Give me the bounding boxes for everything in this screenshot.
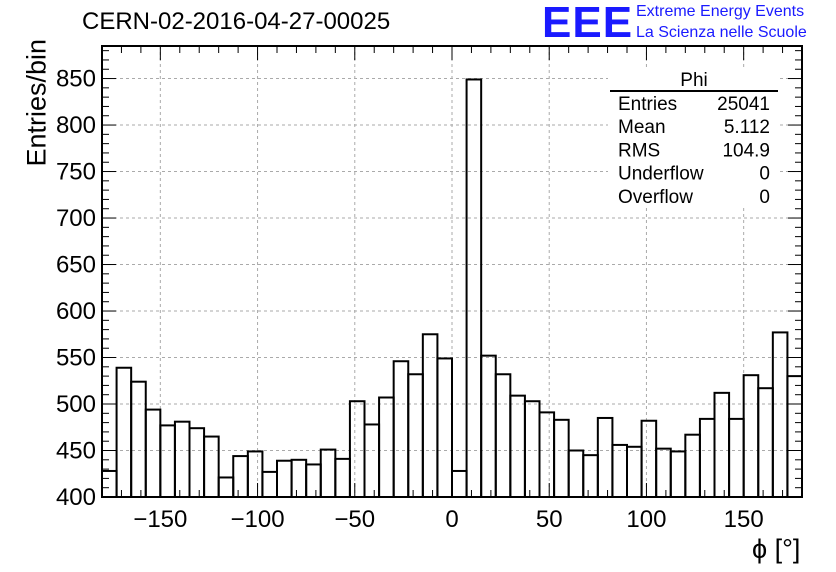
y-axis-ticks: 400 450 500 550 600 650 700 750 800 850 [56,50,802,511]
y-tick-label: 700 [56,205,96,232]
histogram-bin [173,420,191,498]
histogram-bin [596,416,614,499]
x-tick-label: −150 [133,506,187,533]
histogram-bin [276,459,293,498]
histogram-bin [669,450,687,499]
histogram-bin [465,78,483,498]
x-tick-label: 0 [445,506,458,533]
histogram-bin [640,419,658,498]
histogram-bin [451,469,468,499]
histogram-bin [246,450,264,499]
histogram-bin [348,400,366,498]
eee-logo: EEE [542,0,634,47]
histogram-bin [261,470,278,499]
histogram-bin [626,445,643,498]
x-axis-ticks: −150 −100 −50 0 50 100 150 [101,46,803,533]
stats-label: RMS [618,140,660,161]
histogram-bin [101,469,118,499]
stats-label: Underflow [618,164,704,185]
histogram-bin [684,433,701,498]
y-tick-label: 450 [56,438,96,465]
y-tick-label: 800 [56,112,96,139]
histogram-bin [611,443,629,499]
histogram-bin [305,463,322,499]
stats-value: 104.9 [722,140,770,161]
histogram-bin [698,417,716,499]
histogram-bin [407,373,424,498]
histogram-bin [232,455,249,498]
logo-tagline-2: La Scienza nelle Scuole [636,24,807,41]
x-axis-label: ϕ [°] [752,534,801,564]
histogram-bin [130,380,147,498]
histogram-bin [115,366,133,498]
histogram-bin [392,360,410,498]
y-tick-label: 400 [56,484,96,511]
stats-value: 0 [759,164,770,185]
histogram-bin [203,435,220,498]
histogram-bin [159,424,176,499]
stats-label: Overflow [618,187,693,208]
histogram-bin [290,458,308,499]
histogram-bin [334,457,351,499]
histogram-bin [363,423,381,499]
x-tick-label: 150 [724,506,764,533]
histogram-bin [421,333,439,498]
histogram-bin [480,354,497,498]
x-tick-label: 50 [536,506,563,533]
histogram-bin [713,391,731,498]
y-tick-label: 550 [56,345,96,372]
logo-tagline-1: Extreme Energy Events [636,3,805,20]
x-tick-label: −50 [334,506,375,533]
histogram-bin [728,417,745,499]
x-tick-label: 100 [626,506,666,533]
histogram-bin [188,427,206,498]
histogram-bin [538,411,556,499]
histogram-bin [655,447,672,498]
histogram-bin [144,408,162,498]
histogram-bin [217,476,235,499]
stats-value: 5.112 [724,117,770,138]
y-tick-label: 850 [56,66,96,93]
histogram-bin [553,418,570,498]
stats-value: 25041 [717,94,770,115]
histogram-bin [509,394,526,498]
chart-title: CERN-02-2016-04-27-00025 [82,8,391,35]
histogram-bin [436,357,453,499]
y-tick-label: 750 [56,159,96,186]
histogram-bin [567,449,585,499]
stats-value: 0 [759,187,770,208]
histogram-bin [523,400,541,498]
histogram-bin [494,373,512,498]
histogram-bin [378,396,395,499]
histogram-bin [319,448,337,498]
stats-label: Entries [618,94,677,115]
stats-label: Mean [618,117,666,138]
x-tick-label: −100 [231,506,285,533]
histogram-bin [582,454,599,498]
stats-name: Phi [680,70,707,91]
histogram-bin [757,387,774,498]
y-tick-label: 600 [56,298,96,325]
y-tick-label: 500 [56,391,96,418]
histogram-bin [742,374,760,498]
y-tick-label: 650 [56,252,96,279]
